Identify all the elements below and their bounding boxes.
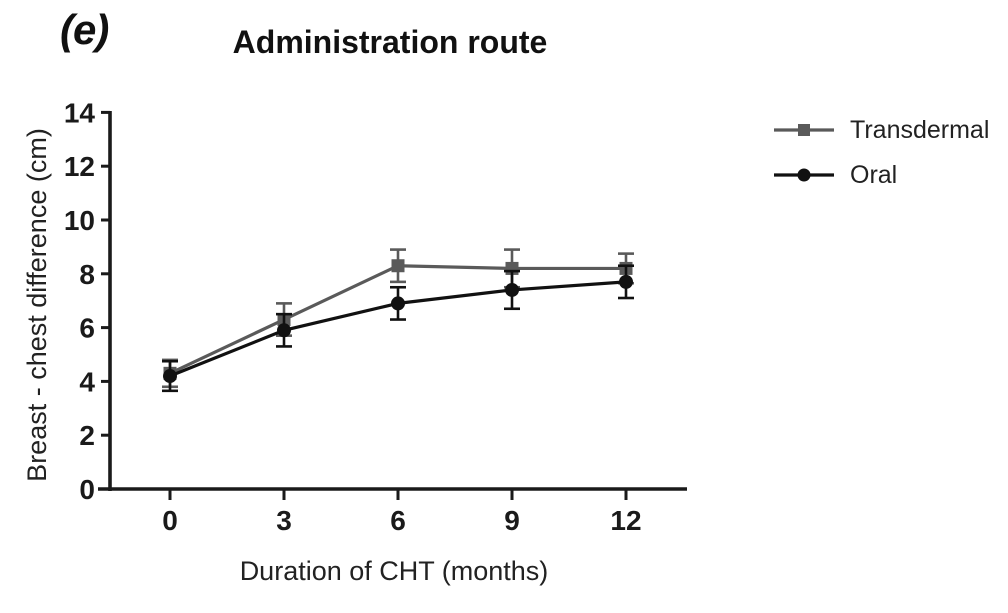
y-tick-label: 14 xyxy=(64,97,96,128)
circle-marker xyxy=(391,296,405,311)
circle-marker xyxy=(619,274,633,289)
y-tick-label: 10 xyxy=(64,205,95,236)
circle-marker-icon xyxy=(774,168,834,182)
legend-item-transdermal: Transdermal xyxy=(772,116,989,144)
y-tick-label: 8 xyxy=(79,259,95,290)
x-axis-label: Duration of CHT (months) xyxy=(240,556,549,586)
x-tick-label: 6 xyxy=(390,505,406,536)
panel-label: (e) xyxy=(60,6,109,53)
chart-title: Administration route xyxy=(232,24,548,60)
circle-marker xyxy=(163,369,177,384)
legend-item-oral: Oral xyxy=(772,161,989,189)
x-tick-label: 0 xyxy=(162,505,178,536)
legend-label: Transdermal xyxy=(850,115,990,144)
x-tick-label: 12 xyxy=(610,505,641,536)
plot-area: 0 2 4 6 8 10 12 14 0 3 6 9 12 xyxy=(64,97,687,536)
x-tick-label: 3 xyxy=(276,505,292,536)
y-axis-label: Breast - chest difference (cm) xyxy=(22,128,52,482)
legend: Transdermal Oral xyxy=(772,116,989,206)
circle-marker xyxy=(277,323,291,338)
circle-marker xyxy=(505,282,519,297)
series-oral xyxy=(162,264,634,393)
y-tick-label: 4 xyxy=(79,366,95,397)
y-tick-label: 12 xyxy=(64,151,95,182)
x-tick-label: 9 xyxy=(504,505,520,536)
y-tick-label: 0 xyxy=(79,474,95,505)
legend-label: Oral xyxy=(850,160,898,189)
square-marker xyxy=(391,259,405,273)
y-tick-label: 2 xyxy=(79,420,95,451)
y-tick-label: 6 xyxy=(79,313,95,344)
square-marker-icon xyxy=(774,124,834,136)
